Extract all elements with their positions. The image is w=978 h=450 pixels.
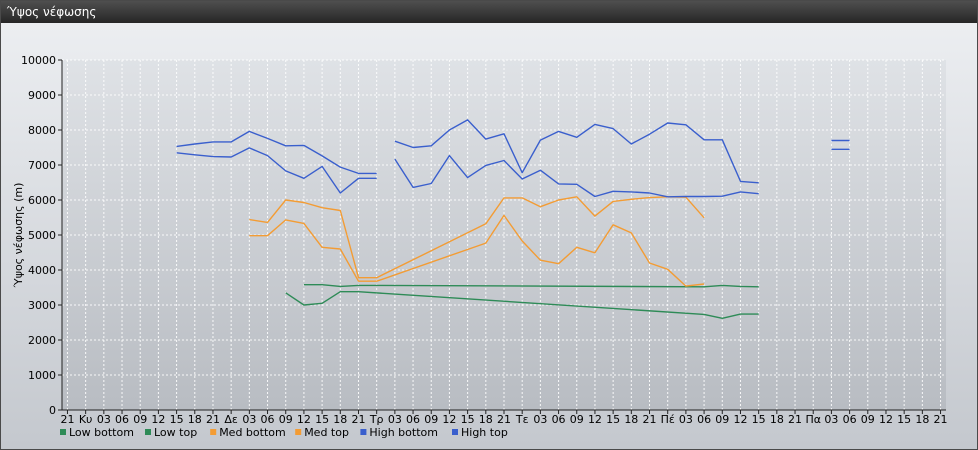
legend-swatch	[60, 429, 66, 435]
y-tick-label: 1000	[28, 369, 56, 382]
series-high-bottom	[176, 147, 850, 198]
x-tick-label: 09	[279, 413, 293, 426]
legend-swatch	[295, 429, 302, 435]
x-tick-label: 15	[897, 413, 911, 426]
x-tick-label: 03	[824, 413, 838, 426]
x-tick-label: 06	[406, 413, 420, 426]
x-tick-label: 12	[151, 413, 165, 426]
y-tick-label: 8000	[28, 124, 56, 137]
x-tick-label: 18	[770, 413, 784, 426]
x-tick-label: 21	[643, 413, 657, 426]
y-tick-label: 5000	[28, 229, 56, 242]
x-tick-label: Τρ	[369, 413, 384, 426]
y-tick-label: 9000	[28, 89, 56, 102]
y-tick-label: 0	[49, 404, 56, 417]
legend-label: High bottom	[369, 426, 438, 439]
series-line	[176, 147, 850, 198]
x-tick-label: 09	[715, 413, 729, 426]
y-tick-label: 10000	[21, 54, 56, 67]
window-title: Ύψος νέφωσης	[7, 5, 97, 19]
x-tick-label: 12	[879, 413, 893, 426]
x-tick-label: 12	[733, 413, 747, 426]
x-tick-label: 03	[97, 413, 111, 426]
x-tick-label: 12	[442, 413, 456, 426]
x-tick-label: 09	[861, 413, 875, 426]
x-tick-label: 09	[133, 413, 147, 426]
series-med-bottom	[249, 214, 705, 287]
series-line	[285, 291, 759, 319]
x-tick-label: 21	[60, 413, 74, 426]
x-tick-label: 15	[752, 413, 766, 426]
x-tick-label: Πα	[805, 413, 821, 426]
legend-swatch	[210, 429, 217, 435]
series-line	[303, 284, 759, 288]
x-tick-label: 21	[206, 413, 220, 426]
series-low-top	[303, 284, 759, 288]
y-axis-label: Ύψος νέφωσης (m)	[12, 183, 25, 289]
x-tick-label: 12	[588, 413, 602, 426]
legend-label: Med bottom	[219, 426, 286, 439]
legend-swatch	[360, 429, 367, 435]
x-tick-label: 18	[333, 413, 347, 426]
legend-swatch	[145, 429, 151, 435]
x-tick-label: 21	[934, 413, 948, 426]
x-tick-label: Τε	[515, 413, 529, 426]
x-tick-label: 21	[788, 413, 802, 426]
x-tick-label: 15	[315, 413, 329, 426]
x-tick-label: 06	[843, 413, 857, 426]
legend-label: Med top	[304, 426, 349, 439]
series-low-bottom	[285, 291, 759, 319]
title-bar: Ύψος νέφωσης	[1, 1, 977, 23]
x-tick-label: 21	[351, 413, 365, 426]
legend-label: Low bottom	[69, 426, 134, 439]
x-tick-label: 21	[497, 413, 511, 426]
x-tick-label: Δε	[224, 413, 238, 426]
x-tick-label: 09	[424, 413, 438, 426]
y-tick-label: 2000	[28, 334, 56, 347]
legend-label: Low top	[154, 426, 197, 439]
x-tick-label: 15	[461, 413, 475, 426]
legend-swatch	[452, 429, 458, 435]
x-tick-label: Πέ	[661, 413, 675, 426]
x-tick-label: 03	[242, 413, 256, 426]
x-tick-label: 06	[261, 413, 275, 426]
x-tick-label: 03	[533, 413, 547, 426]
x-tick-label: 18	[188, 413, 202, 426]
y-tick-label: 3000	[28, 299, 56, 312]
x-tick-label: 12	[297, 413, 311, 426]
y-tick-label: 4000	[28, 264, 56, 277]
x-tick-label: 03	[679, 413, 693, 426]
x-tick-label: 18	[479, 413, 493, 426]
x-tick-label: 03	[388, 413, 402, 426]
x-tick-label: 06	[115, 413, 129, 426]
series-high-top	[176, 119, 850, 184]
y-tick-label: 6000	[28, 194, 56, 207]
series-med-top	[249, 196, 705, 279]
x-tick-label: 15	[170, 413, 184, 426]
x-tick-label: Κυ	[79, 413, 93, 426]
x-tick-label: 18	[624, 413, 638, 426]
legend-label: High top	[461, 426, 508, 439]
series-line	[249, 214, 705, 287]
y-tick-label: 7000	[28, 159, 56, 172]
x-tick-label: 18	[915, 413, 929, 426]
series-line	[249, 196, 705, 279]
series-line	[176, 119, 850, 184]
x-tick-label: 06	[697, 413, 711, 426]
x-tick-label: 15	[606, 413, 620, 426]
x-tick-label: 06	[552, 413, 566, 426]
x-tick-label: 09	[570, 413, 584, 426]
